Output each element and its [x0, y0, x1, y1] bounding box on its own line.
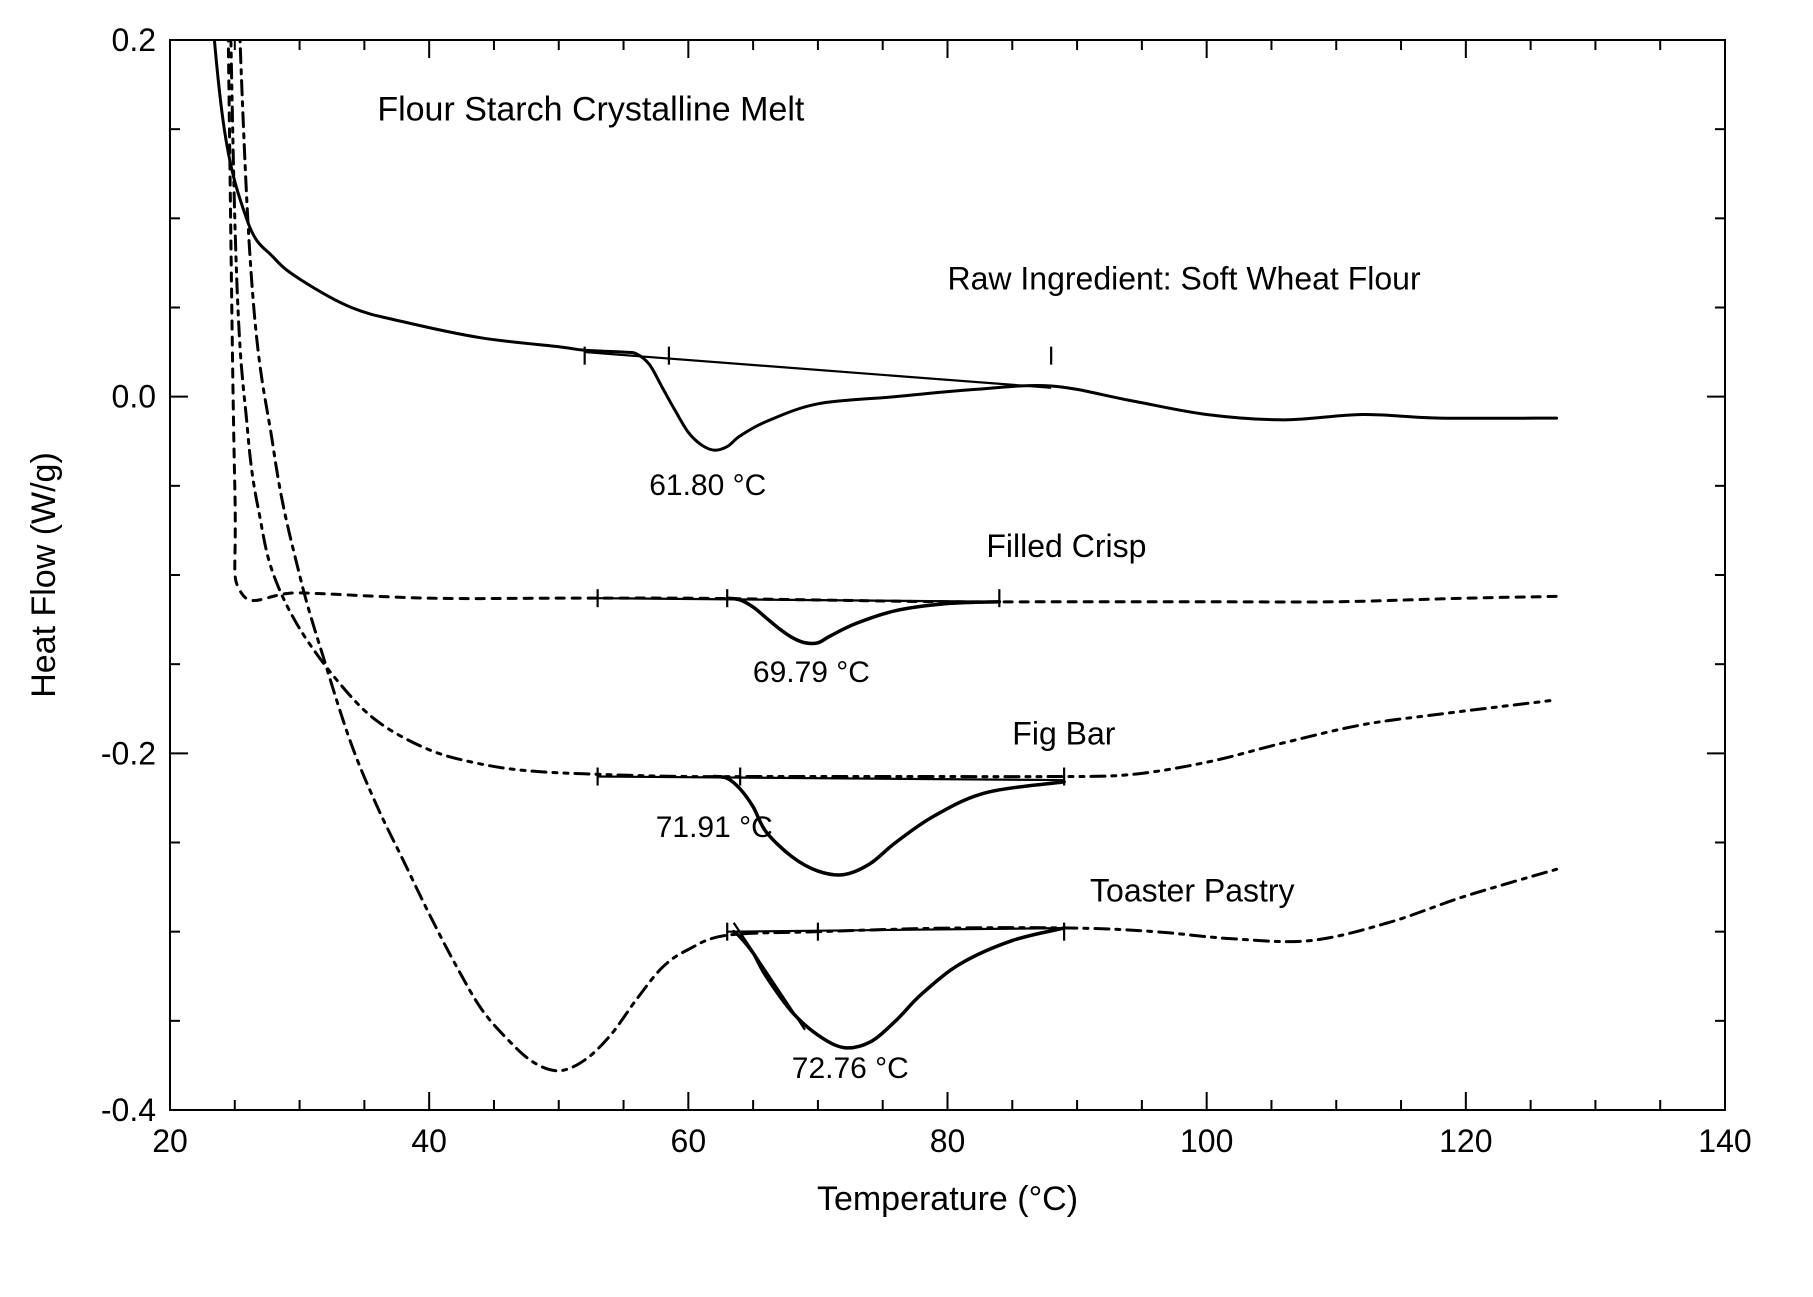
y-tick-label: 0.2 — [112, 22, 156, 58]
x-tick-label: 40 — [411, 1123, 447, 1159]
peak-label-filled-crisp: 69.79 °C — [753, 656, 870, 689]
label-filled-crisp: Filled Crisp — [986, 528, 1146, 564]
label-toaster-pastry: Toaster Pastry — [1090, 872, 1295, 908]
y-tick-label: -0.2 — [101, 735, 156, 771]
label-fig-bar: Fig Bar — [1012, 715, 1115, 751]
series-toaster-pastry — [222, 0, 1557, 1071]
label-raw-flour: Raw Ingredient: Soft Wheat Flour — [948, 261, 1421, 297]
tangent-toaster-pastry — [734, 923, 805, 1030]
x-tick-label: 60 — [671, 1123, 707, 1159]
peak-label-raw-flour: 61.80 °C — [649, 469, 766, 502]
x-tick-label: 140 — [1698, 1123, 1751, 1159]
chart-container: 20 40 60 80 100 120 140 -0.4 -0.2 0.0 0.2 Temperatu… — [0, 0, 1813, 1297]
peak-label-fig-bar: 71.91 °C — [656, 811, 773, 844]
y-tick-label: 0.0 — [112, 379, 156, 415]
x-axis-label: Temperature (°C) — [817, 1180, 1078, 1218]
plot-series-group — [189, 0, 1556, 1071]
y-axis-label: Heat Flow (W/g) — [25, 452, 63, 698]
y-tick-label: -0.4 — [101, 1092, 156, 1128]
peak-toaster-pastry — [734, 928, 1064, 1048]
series-raw-flour — [189, 0, 1556, 450]
x-tick-label: 120 — [1439, 1123, 1492, 1159]
baseline-raw-flour — [585, 352, 1051, 388]
x-tick-label: 100 — [1180, 1123, 1233, 1159]
annotations: Flour Starch Crystalline Melt Raw Ingredi… — [377, 90, 1421, 1085]
chart-svg: 20 40 60 80 100 120 140 -0.4 -0.2 0.0 0.2 Temperatu… — [0, 0, 1813, 1297]
plot-frame — [170, 40, 1725, 1110]
x-tick-label: 20 — [152, 1123, 188, 1159]
peak-label-toaster-pastry: 72.76 °C — [792, 1052, 909, 1085]
x-tick-label: 80 — [930, 1123, 966, 1159]
peak-filled-crisp — [727, 598, 999, 643]
chart-title: Flour Starch Crystalline Melt — [377, 90, 805, 128]
